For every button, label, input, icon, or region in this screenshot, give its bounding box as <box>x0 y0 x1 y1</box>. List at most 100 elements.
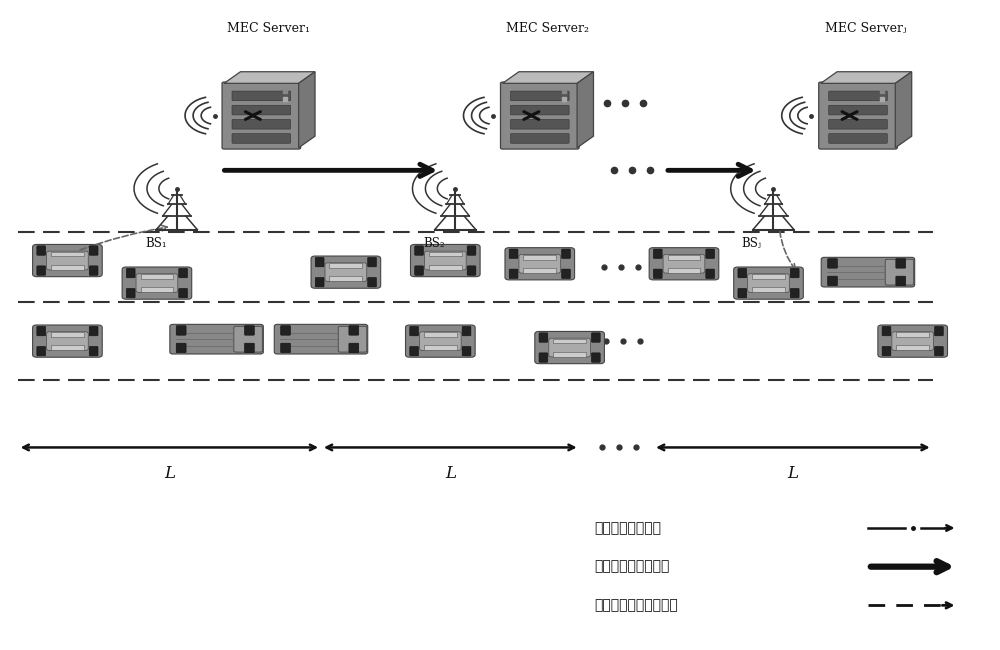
FancyBboxPatch shape <box>33 325 102 358</box>
FancyBboxPatch shape <box>315 278 324 287</box>
FancyBboxPatch shape <box>896 259 906 268</box>
Polygon shape <box>299 72 315 148</box>
FancyBboxPatch shape <box>429 265 462 270</box>
FancyBboxPatch shape <box>706 249 715 259</box>
FancyBboxPatch shape <box>89 246 98 255</box>
FancyBboxPatch shape <box>232 91 291 101</box>
FancyBboxPatch shape <box>37 326 46 336</box>
FancyBboxPatch shape <box>349 326 359 335</box>
FancyBboxPatch shape <box>311 256 381 288</box>
FancyBboxPatch shape <box>896 276 906 286</box>
FancyBboxPatch shape <box>562 269 570 278</box>
FancyBboxPatch shape <box>410 346 419 356</box>
FancyBboxPatch shape <box>553 339 586 343</box>
FancyBboxPatch shape <box>89 266 98 275</box>
Text: 回程中计算输出传输: 回程中计算输出传输 <box>594 560 670 574</box>
FancyBboxPatch shape <box>892 332 934 350</box>
FancyBboxPatch shape <box>523 255 556 259</box>
FancyBboxPatch shape <box>47 332 88 350</box>
FancyBboxPatch shape <box>51 332 84 337</box>
FancyBboxPatch shape <box>668 255 700 259</box>
FancyBboxPatch shape <box>429 252 462 256</box>
FancyBboxPatch shape <box>591 353 600 362</box>
Text: L: L <box>445 465 456 482</box>
FancyBboxPatch shape <box>519 254 561 273</box>
FancyBboxPatch shape <box>882 326 891 336</box>
FancyBboxPatch shape <box>790 268 799 278</box>
Text: MEC Serverⱼ: MEC Serverⱼ <box>825 22 906 35</box>
FancyBboxPatch shape <box>896 332 929 337</box>
FancyBboxPatch shape <box>179 289 188 298</box>
Polygon shape <box>577 72 593 148</box>
FancyBboxPatch shape <box>47 251 88 270</box>
FancyBboxPatch shape <box>829 91 887 101</box>
FancyBboxPatch shape <box>411 244 480 277</box>
FancyBboxPatch shape <box>738 268 747 278</box>
FancyBboxPatch shape <box>179 268 188 278</box>
FancyBboxPatch shape <box>549 338 590 357</box>
FancyBboxPatch shape <box>122 267 192 299</box>
FancyBboxPatch shape <box>126 289 135 298</box>
Polygon shape <box>224 72 315 83</box>
FancyBboxPatch shape <box>828 259 837 268</box>
FancyBboxPatch shape <box>752 287 785 292</box>
FancyBboxPatch shape <box>244 326 254 335</box>
FancyBboxPatch shape <box>232 134 291 143</box>
FancyBboxPatch shape <box>176 326 186 335</box>
Text: L: L <box>164 465 175 482</box>
FancyBboxPatch shape <box>89 346 98 356</box>
FancyBboxPatch shape <box>752 274 785 279</box>
Text: MEC Server₂: MEC Server₂ <box>506 22 589 35</box>
Text: MEC Server₁: MEC Server₁ <box>227 22 310 35</box>
FancyBboxPatch shape <box>467 266 476 275</box>
FancyBboxPatch shape <box>368 257 376 267</box>
FancyBboxPatch shape <box>37 346 46 356</box>
FancyBboxPatch shape <box>821 257 915 287</box>
FancyBboxPatch shape <box>885 259 914 285</box>
FancyBboxPatch shape <box>935 326 943 336</box>
FancyBboxPatch shape <box>523 268 556 273</box>
FancyBboxPatch shape <box>338 326 367 352</box>
FancyBboxPatch shape <box>509 269 518 278</box>
FancyBboxPatch shape <box>535 332 604 363</box>
Text: 计算任务上传链路: 计算任务上传链路 <box>594 521 661 535</box>
Text: 回程中计算输出至车辆: 回程中计算输出至车辆 <box>594 599 678 612</box>
FancyBboxPatch shape <box>829 105 887 115</box>
FancyBboxPatch shape <box>706 269 715 278</box>
FancyBboxPatch shape <box>281 343 290 353</box>
FancyBboxPatch shape <box>591 333 600 343</box>
FancyBboxPatch shape <box>410 326 419 336</box>
FancyBboxPatch shape <box>222 82 301 149</box>
FancyBboxPatch shape <box>315 257 324 267</box>
FancyBboxPatch shape <box>500 82 579 149</box>
FancyBboxPatch shape <box>653 249 662 259</box>
FancyBboxPatch shape <box>141 287 173 292</box>
Polygon shape <box>895 72 912 148</box>
FancyBboxPatch shape <box>126 268 135 278</box>
Text: BS₂: BS₂ <box>423 237 445 250</box>
FancyBboxPatch shape <box>415 246 423 255</box>
FancyBboxPatch shape <box>424 345 457 350</box>
FancyBboxPatch shape <box>244 343 254 353</box>
FancyBboxPatch shape <box>281 326 290 335</box>
FancyBboxPatch shape <box>51 345 84 350</box>
FancyBboxPatch shape <box>539 333 548 343</box>
FancyBboxPatch shape <box>33 244 102 277</box>
Text: BSⱼ: BSⱼ <box>742 237 762 250</box>
FancyBboxPatch shape <box>829 120 887 129</box>
FancyBboxPatch shape <box>663 254 705 273</box>
FancyBboxPatch shape <box>424 332 457 337</box>
FancyBboxPatch shape <box>349 343 359 353</box>
FancyBboxPatch shape <box>329 263 362 268</box>
Polygon shape <box>821 72 912 83</box>
FancyBboxPatch shape <box>274 324 368 354</box>
FancyBboxPatch shape <box>37 266 46 275</box>
FancyBboxPatch shape <box>510 105 569 115</box>
FancyBboxPatch shape <box>748 274 789 292</box>
FancyBboxPatch shape <box>896 345 929 350</box>
FancyBboxPatch shape <box>738 289 747 298</box>
FancyBboxPatch shape <box>234 326 262 352</box>
FancyBboxPatch shape <box>406 325 475 358</box>
Text: BS₁: BS₁ <box>145 237 167 250</box>
FancyBboxPatch shape <box>562 249 570 259</box>
